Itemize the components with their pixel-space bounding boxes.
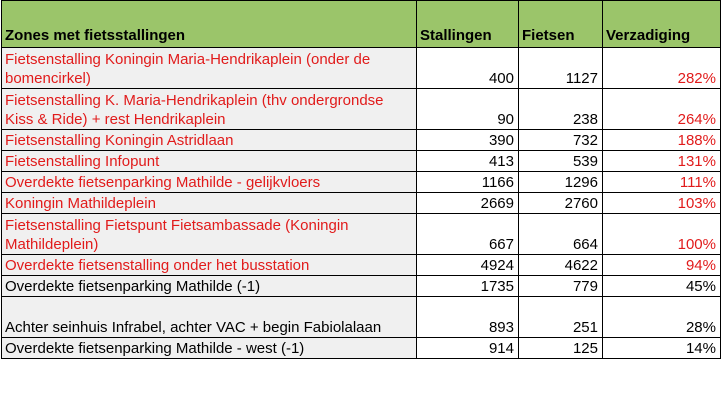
zone-cell: Fietsenstalling Koningin Astridlaan bbox=[1, 129, 417, 151]
zone-cell: Fietsenstalling Koningin Maria-Hendrikap… bbox=[1, 47, 417, 89]
verzadiging-cell: 131% bbox=[602, 150, 721, 172]
header-verzadiging: Verzadiging bbox=[602, 0, 721, 48]
fietsen-cell: 779 bbox=[518, 275, 603, 297]
fietsen-cell: 251 bbox=[518, 296, 603, 338]
zone-cell: Overdekte fietsenparking Mathilde - west… bbox=[1, 337, 417, 359]
stallingen-cell: 400 bbox=[416, 47, 519, 89]
verzadiging-cell: 28% bbox=[602, 296, 721, 338]
table-row: Overdekte fietsenstalling onder het buss… bbox=[1, 254, 721, 276]
zone-cell: Overdekte fietsenparking Mathilde (-1) bbox=[1, 275, 417, 297]
zone-cell: Overdekte fietsenparking Mathilde - geli… bbox=[1, 171, 417, 193]
verzadiging-cell: 264% bbox=[602, 88, 721, 130]
table-row: Koningin Mathildeplein 2669 2760 103% bbox=[1, 192, 721, 214]
stallingen-cell: 914 bbox=[416, 337, 519, 359]
stallingen-cell: 1735 bbox=[416, 275, 519, 297]
table-row: Achter seinhuis Infrabel, achter VAC + b… bbox=[1, 296, 721, 338]
table-row: Overdekte fietsenparking Mathilde (-1) 1… bbox=[1, 275, 721, 297]
fietsen-cell: 2760 bbox=[518, 192, 603, 214]
fietsen-cell: 664 bbox=[518, 213, 603, 255]
zone-cell: Achter seinhuis Infrabel, achter VAC + b… bbox=[1, 296, 417, 338]
header-row: Zones met fietsstallingen Stallingen Fie… bbox=[1, 0, 721, 48]
table-row: Fietsenstalling Koningin Maria-Hendrikap… bbox=[1, 47, 721, 89]
zone-cell: Fietsenstalling Infopunt bbox=[1, 150, 417, 172]
fietsen-cell: 4622 bbox=[518, 254, 603, 276]
zone-cell: Overdekte fietsenstalling onder het buss… bbox=[1, 254, 417, 276]
zone-cell: Fietsenstalling Fietspunt Fietsambassade… bbox=[1, 213, 417, 255]
table-row: Overdekte fietsenparking Mathilde - west… bbox=[1, 337, 721, 359]
stallingen-cell: 4924 bbox=[416, 254, 519, 276]
verzadiging-cell: 103% bbox=[602, 192, 721, 214]
stallingen-cell: 90 bbox=[416, 88, 519, 130]
table-row: Fietsenstalling Infopunt 413 539 131% bbox=[1, 150, 721, 172]
verzadiging-cell: 188% bbox=[602, 129, 721, 151]
table-row: Fietsenstalling Koningin Astridlaan 390 … bbox=[1, 129, 721, 151]
table-row: Fietsenstalling Fietspunt Fietsambassade… bbox=[1, 213, 721, 255]
zone-cell: Fietsenstalling K. Maria-Hendrikaplein (… bbox=[1, 88, 417, 130]
verzadiging-cell: 100% bbox=[602, 213, 721, 255]
fietsen-cell: 125 bbox=[518, 337, 603, 359]
zone-cell: Koningin Mathildeplein bbox=[1, 192, 417, 214]
fietsen-cell: 732 bbox=[518, 129, 603, 151]
bike-parking-table: Zones met fietsstallingen Stallingen Fie… bbox=[1, 0, 721, 359]
header-stallingen: Stallingen bbox=[416, 0, 519, 48]
verzadiging-cell: 14% bbox=[602, 337, 721, 359]
header-fietsen: Fietsen bbox=[518, 0, 603, 48]
stallingen-cell: 413 bbox=[416, 150, 519, 172]
verzadiging-cell: 45% bbox=[602, 275, 721, 297]
verzadiging-cell: 94% bbox=[602, 254, 721, 276]
fietsen-cell: 1127 bbox=[518, 47, 603, 89]
verzadiging-cell: 282% bbox=[602, 47, 721, 89]
stallingen-cell: 390 bbox=[416, 129, 519, 151]
verzadiging-cell: 111% bbox=[602, 171, 721, 193]
header-zones: Zones met fietsstallingen bbox=[1, 0, 417, 48]
table-row: Overdekte fietsenparking Mathilde - geli… bbox=[1, 171, 721, 193]
stallingen-cell: 893 bbox=[416, 296, 519, 338]
fietsen-cell: 539 bbox=[518, 150, 603, 172]
fietsen-cell: 1296 bbox=[518, 171, 603, 193]
stallingen-cell: 667 bbox=[416, 213, 519, 255]
fietsen-cell: 238 bbox=[518, 88, 603, 130]
table-row: Fietsenstalling K. Maria-Hendrikaplein (… bbox=[1, 88, 721, 130]
stallingen-cell: 1166 bbox=[416, 171, 519, 193]
stallingen-cell: 2669 bbox=[416, 192, 519, 214]
